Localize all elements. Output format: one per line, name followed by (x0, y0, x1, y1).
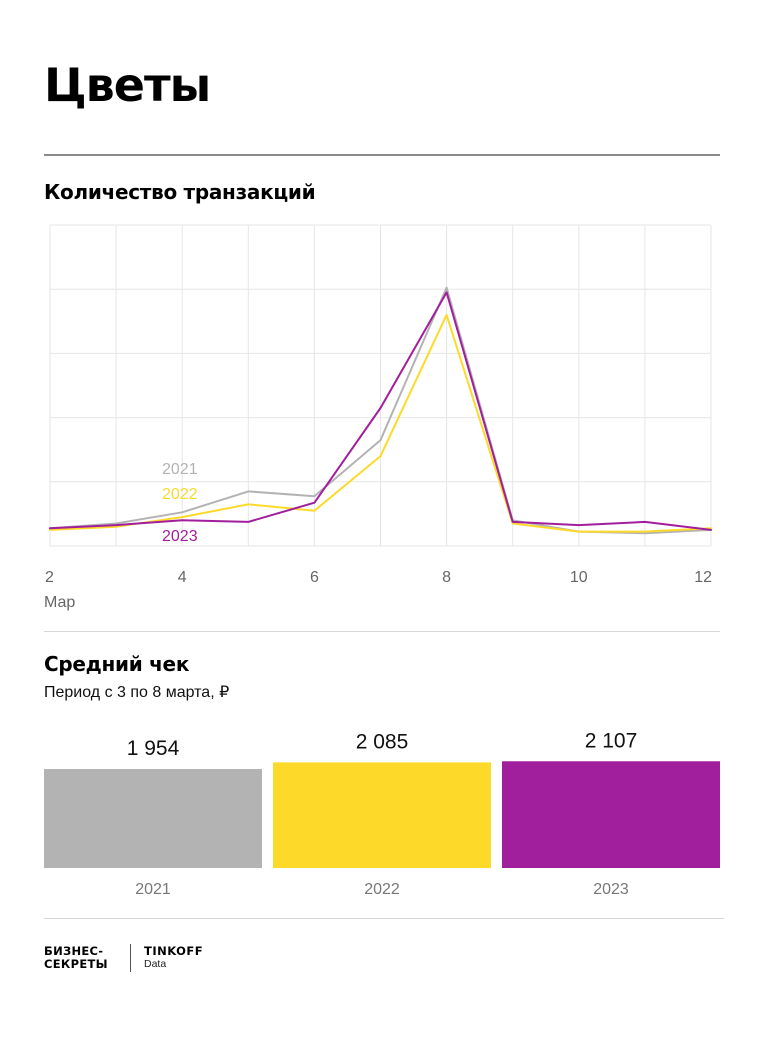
legend-label-2021: 2021 (162, 461, 198, 478)
bar-value-label: 2 085 (356, 730, 409, 753)
x-tick-label: 2 (45, 569, 54, 586)
bar-2021 (44, 769, 262, 868)
bar-value-label: 2 107 (585, 729, 638, 752)
footer-divider (44, 918, 724, 919)
bar-category-label: 2023 (593, 881, 629, 898)
bar-category-label: 2021 (135, 881, 171, 898)
x-tick-label: 12 (694, 569, 712, 586)
logo-right-brand: TINKOFF (144, 944, 204, 958)
bar-chart-subtitle: Период с 3 по 8 марта, ₽ (44, 684, 230, 701)
bar-category-label: 2022 (364, 881, 400, 898)
bar-chart-title: Средний чек (44, 652, 190, 676)
business-secrets-logo: БИЗНЕС- СЕКРЕТЫ (44, 945, 108, 971)
bar-value-label: 1 954 (127, 737, 180, 760)
x-tick-label: 4 (178, 569, 187, 586)
line-chart-title: Количество транзакций (44, 180, 316, 204)
x-tick-label: 10 (570, 569, 588, 586)
logo-separator (130, 944, 131, 972)
logo-left-line2: СЕКРЕТЫ (44, 957, 108, 971)
logo-left-line1: БИЗНЕС- (44, 944, 104, 958)
line-chart: 2021 2022 2023 2 4 6 8 10 12 Мар (44, 224, 712, 611)
line-chart-x-axis: 2 4 6 8 10 12 Мар (44, 569, 712, 611)
line-chart-series (49, 286, 712, 535)
line-chart-legend: 2021 2022 2023 (162, 461, 198, 545)
x-axis-label: Мар (44, 594, 75, 611)
x-tick-label: 8 (442, 569, 451, 586)
series-line-2022 (49, 313, 712, 533)
section-divider (44, 631, 720, 632)
legend-label-2022: 2022 (162, 486, 198, 503)
bar-2023 (502, 761, 720, 868)
title-divider (44, 154, 720, 156)
x-tick-label: 6 (310, 569, 319, 586)
bar-chart: 1 954 2021 2 085 2022 2 107 2023 (44, 729, 720, 898)
logo-right-sub: Data (144, 958, 167, 970)
series-line-2023 (49, 291, 712, 531)
bar-2022 (273, 762, 491, 868)
page-title: Цветы (44, 58, 211, 112)
legend-label-2023: 2023 (162, 528, 198, 545)
tinkoff-data-logo: TINKOFF Data (144, 945, 203, 971)
line-chart-grid (49, 224, 712, 547)
